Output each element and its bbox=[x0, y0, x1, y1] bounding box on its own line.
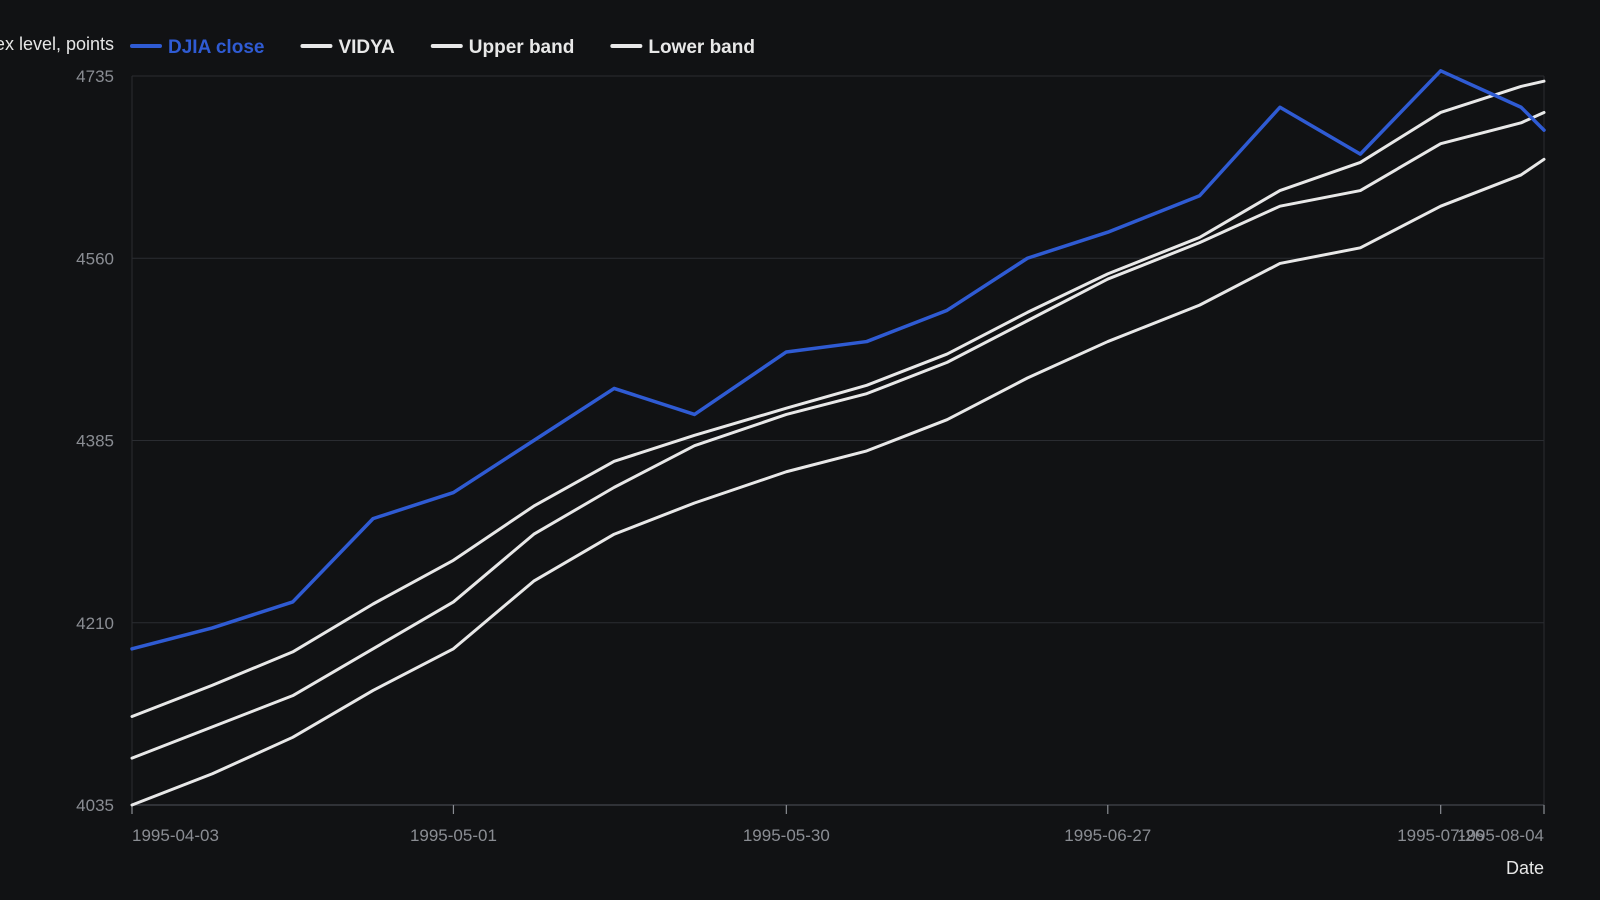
y-tick-label: 4210 bbox=[76, 614, 114, 633]
x-tick-label: 1995-05-30 bbox=[743, 826, 830, 845]
y-axis-title: Index level, points bbox=[0, 34, 114, 54]
series-lines bbox=[130, 69, 1546, 807]
y-tick-label: 4560 bbox=[76, 249, 114, 268]
series-line-djia-close bbox=[130, 69, 1546, 651]
legend: DJIA close VIDYA Upper band Lower band bbox=[130, 37, 755, 58]
legend-entry-label: DJIA close bbox=[168, 37, 264, 58]
y-tick-label: 4385 bbox=[76, 432, 114, 451]
legend-entry-label: Upper band bbox=[469, 37, 575, 58]
legend-entry-label: Lower band bbox=[648, 37, 755, 58]
series-line-upper-band bbox=[130, 110, 1546, 760]
x-tick-label: 1995-07-26 bbox=[1397, 826, 1484, 845]
legend-entry-label: VIDYA bbox=[338, 37, 395, 58]
grid-lines bbox=[132, 75, 1544, 806]
series-line-vidya bbox=[130, 79, 1546, 718]
axes bbox=[131, 76, 1545, 814]
x-tick-labels: 1995-04-03 1995-05-01 1995-05-30 1995-06-27… bbox=[132, 826, 1544, 845]
x-tick-label: 1995-05-01 bbox=[410, 826, 497, 845]
x-tick-label: 1995-08-04 bbox=[1457, 826, 1544, 845]
series-line-lower-band bbox=[130, 157, 1546, 807]
y-tick-labels: 4035 4210 4385 4560 4735 bbox=[76, 67, 114, 815]
y-tick-label: 4035 bbox=[76, 796, 114, 815]
x-tick-label: 1995-04-03 bbox=[132, 826, 219, 845]
x-tick-label: 1995-06-27 bbox=[1064, 826, 1151, 845]
x-axis-title: Date bbox=[1506, 858, 1544, 878]
y-tick-label: 4735 bbox=[76, 67, 114, 86]
